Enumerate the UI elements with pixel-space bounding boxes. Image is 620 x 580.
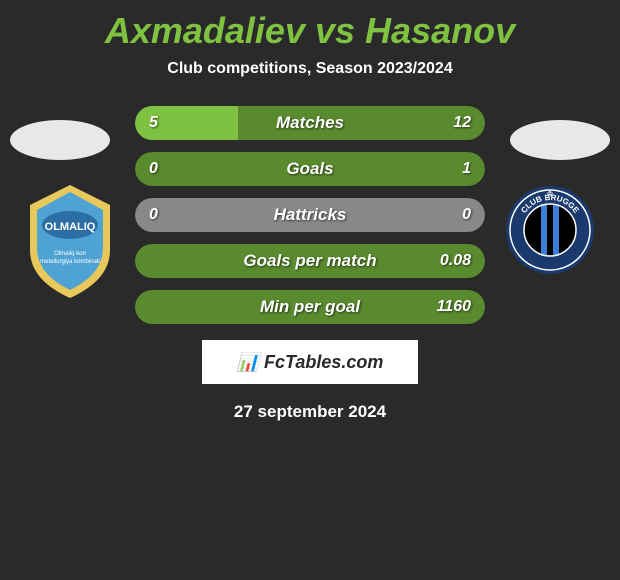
svg-text:OLMALIQ: OLMALIQ (45, 221, 96, 233)
stat-label: Goals per match (135, 251, 485, 271)
team1-logo: OLMALIQ Olmaliq kon metallurgiya kombina… (20, 180, 120, 300)
svg-text:Olmaliq kon: Olmaliq kon (54, 251, 86, 257)
title: Axmadaliev vs Hasanov (0, 0, 620, 52)
svg-text:metallurgiya kombinati: metallurgiya kombinati (40, 259, 100, 265)
stat-row: 00Hattricks (135, 198, 485, 232)
brand-text: 📊 FcTables.com (237, 352, 384, 373)
stat-row: 512Matches (135, 106, 485, 140)
date-text: 27 september 2024 (0, 402, 620, 422)
player2-name: Hasanov (365, 10, 515, 51)
brand-logo: 📊 FcTables.com (202, 340, 418, 384)
player2-avatar (510, 120, 610, 160)
stat-row: 01Goals (135, 152, 485, 186)
subtitle: Club competitions, Season 2023/2024 (0, 60, 620, 78)
comparison-card: Axmadaliev vs Hasanov Club competitions,… (0, 0, 620, 422)
stat-label: Goals (135, 159, 485, 179)
player1-avatar (10, 120, 110, 160)
team2-logo: ♔ CLUB BRUGGE (500, 180, 600, 280)
player1-name: Axmadaliev (105, 10, 305, 51)
stats-table: 512Matches 01Goals 00Hattricks 0.08Goals pe… (135, 106, 485, 324)
stat-label: Min per goal (135, 297, 485, 317)
vs-text: vs (315, 10, 355, 51)
stat-label: Matches (135, 113, 485, 133)
stat-label: Hattricks (135, 205, 485, 225)
stat-row: 1160Min per goal (135, 290, 485, 324)
stat-row: 0.08Goals per match (135, 244, 485, 278)
